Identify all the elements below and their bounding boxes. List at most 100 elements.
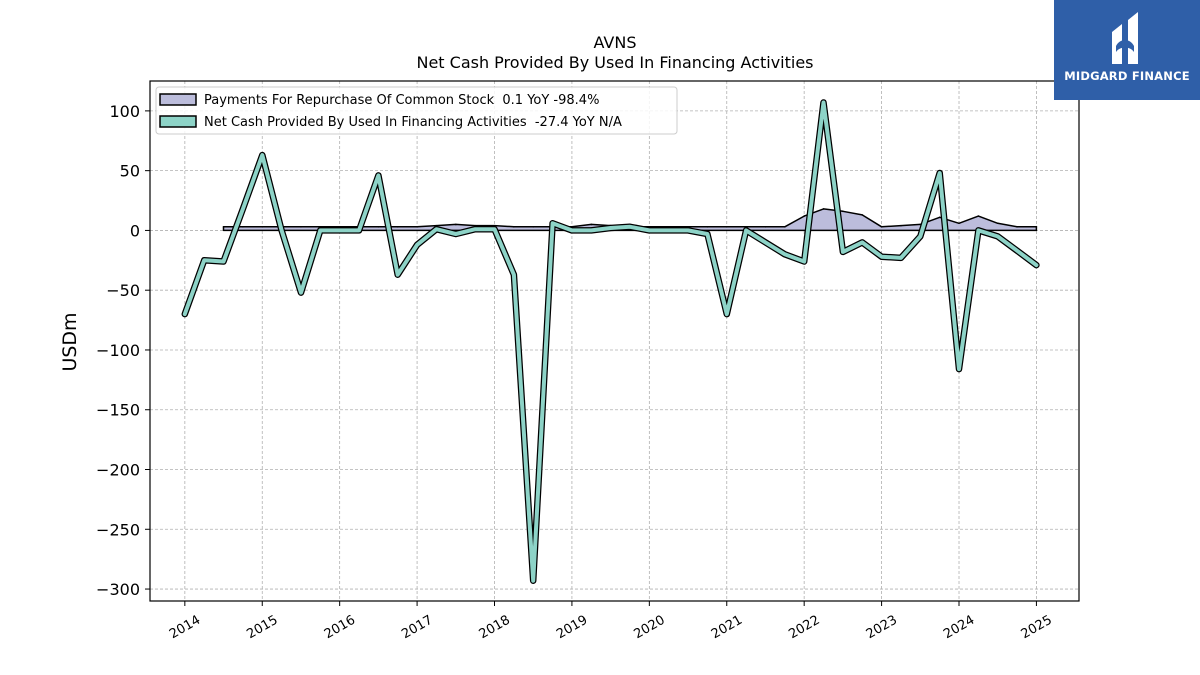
legend-swatch-repurchase	[159, 93, 197, 106]
data-point-repurchase	[532, 226, 535, 228]
y-tick-label: −200	[96, 461, 140, 480]
data-point-financing	[493, 228, 496, 231]
chart-title: AVNS	[594, 33, 637, 52]
data-point-financing	[706, 232, 709, 236]
data-point-financing	[241, 207, 245, 211]
axis-ticks: 100 50 0 −50 −100 −150 −200 −250 −300 2014 2015 201…	[96, 102, 1055, 642]
data-point-financing	[396, 273, 399, 276]
series-layer	[181, 99, 1040, 584]
data-point-financing	[609, 226, 612, 230]
data-point-financing	[183, 312, 187, 316]
x-tick-label: 2019	[554, 613, 590, 643]
data-point-financing	[977, 229, 980, 232]
data-point-repurchase	[377, 226, 380, 228]
x-tick-label: 2022	[786, 613, 822, 643]
y-tick-label: −250	[96, 520, 140, 539]
data-point-repurchase	[880, 226, 883, 228]
data-point-repurchase	[938, 216, 941, 219]
data-point-repurchase	[513, 226, 515, 228]
series-financing-outline	[181, 99, 1040, 584]
data-point-financing	[667, 229, 670, 232]
data-point-repurchase	[996, 222, 999, 225]
data-point-repurchase	[861, 214, 864, 216]
plot-frame	[149, 80, 1080, 602]
y-axis-label: USDm	[59, 312, 81, 371]
data-point-financing	[590, 229, 593, 232]
data-point-repurchase	[822, 208, 825, 210]
x-tick-label: 2017	[399, 613, 435, 643]
midgard-logo-icon	[1112, 12, 1138, 64]
data-point-repurchase	[842, 210, 844, 213]
data-point-financing	[899, 256, 903, 260]
data-point-financing	[299, 291, 303, 294]
data-point-financing	[764, 241, 767, 244]
x-tick-label: 2024	[941, 613, 977, 643]
legend-label-financing: Net Cash Provided By Used In Financing A…	[204, 115, 622, 130]
brand-logo: MIDGARD FINANCE	[1054, 0, 1200, 100]
x-tick-label: 2021	[709, 613, 745, 643]
legend: Payments For Repurchase Of Common Stock …	[155, 86, 678, 135]
x-tick-label: 2014	[167, 613, 203, 643]
data-point-financing	[454, 232, 457, 236]
data-point-repurchase	[454, 223, 457, 226]
data-point-financing	[957, 367, 961, 371]
data-point-financing	[1035, 263, 1038, 267]
data-point-financing	[512, 273, 516, 276]
y-tick-label: −300	[96, 580, 140, 599]
data-point-repurchase	[725, 226, 728, 228]
data-point-financing	[261, 153, 264, 157]
data-point-financing	[551, 222, 554, 225]
data-point-financing	[1015, 249, 1019, 252]
data-point-financing	[415, 243, 419, 246]
data-point-repurchase	[764, 226, 767, 228]
data-point-repurchase	[784, 226, 786, 228]
data-point-financing	[938, 171, 941, 175]
data-point-financing	[222, 260, 225, 263]
data-point-repurchase	[261, 226, 264, 228]
data-point-financing	[202, 259, 206, 262]
data-point-repurchase	[1035, 225, 1038, 228]
legend-label-repurchase: Payments For Repurchase Of Common Stock …	[204, 93, 599, 108]
data-point-financing	[822, 101, 825, 104]
data-point-financing	[628, 225, 632, 229]
data-point-financing	[861, 241, 864, 244]
y-tick-label: −50	[106, 281, 140, 300]
data-point-financing	[686, 229, 690, 232]
data-point-repurchase	[706, 226, 709, 228]
x-tick-label: 2025	[1019, 613, 1055, 643]
y-tick-label: −150	[96, 401, 140, 420]
data-point-financing	[783, 253, 787, 256]
data-point-repurchase	[396, 226, 399, 228]
data-point-repurchase	[300, 226, 302, 228]
data-point-repurchase	[416, 226, 418, 228]
data-point-financing	[841, 250, 845, 254]
chart-subtitle: Net Cash Provided By Used In Financing A…	[416, 53, 813, 72]
data-point-repurchase	[222, 226, 225, 228]
data-point-financing	[996, 235, 999, 238]
data-point-financing	[880, 255, 883, 258]
data-point-financing	[532, 579, 535, 582]
data-point-financing	[570, 229, 574, 232]
data-point-financing	[377, 174, 380, 177]
data-point-repurchase	[900, 224, 902, 227]
y-tick-label: 100	[109, 102, 140, 121]
y-tick-label: −100	[96, 341, 140, 360]
data-point-repurchase	[977, 215, 980, 217]
data-point-financing	[725, 312, 728, 316]
data-point-financing	[473, 228, 477, 231]
x-tick-label: 2023	[864, 613, 900, 643]
data-point-repurchase	[242, 226, 244, 228]
data-point-financing	[357, 229, 361, 232]
data-point-financing	[280, 229, 283, 232]
data-point-repurchase	[590, 223, 593, 226]
data-point-financing	[919, 235, 922, 238]
x-tick-label: 2020	[632, 613, 668, 643]
x-tick-label: 2018	[477, 613, 513, 643]
legend-swatch-financing	[159, 115, 197, 128]
data-point-financing	[319, 229, 322, 232]
data-point-financing	[338, 229, 341, 232]
data-point-repurchase	[803, 215, 805, 217]
data-point-repurchase	[958, 222, 960, 225]
data-point-financing	[802, 260, 806, 263]
y-tick-label: 50	[120, 162, 140, 181]
